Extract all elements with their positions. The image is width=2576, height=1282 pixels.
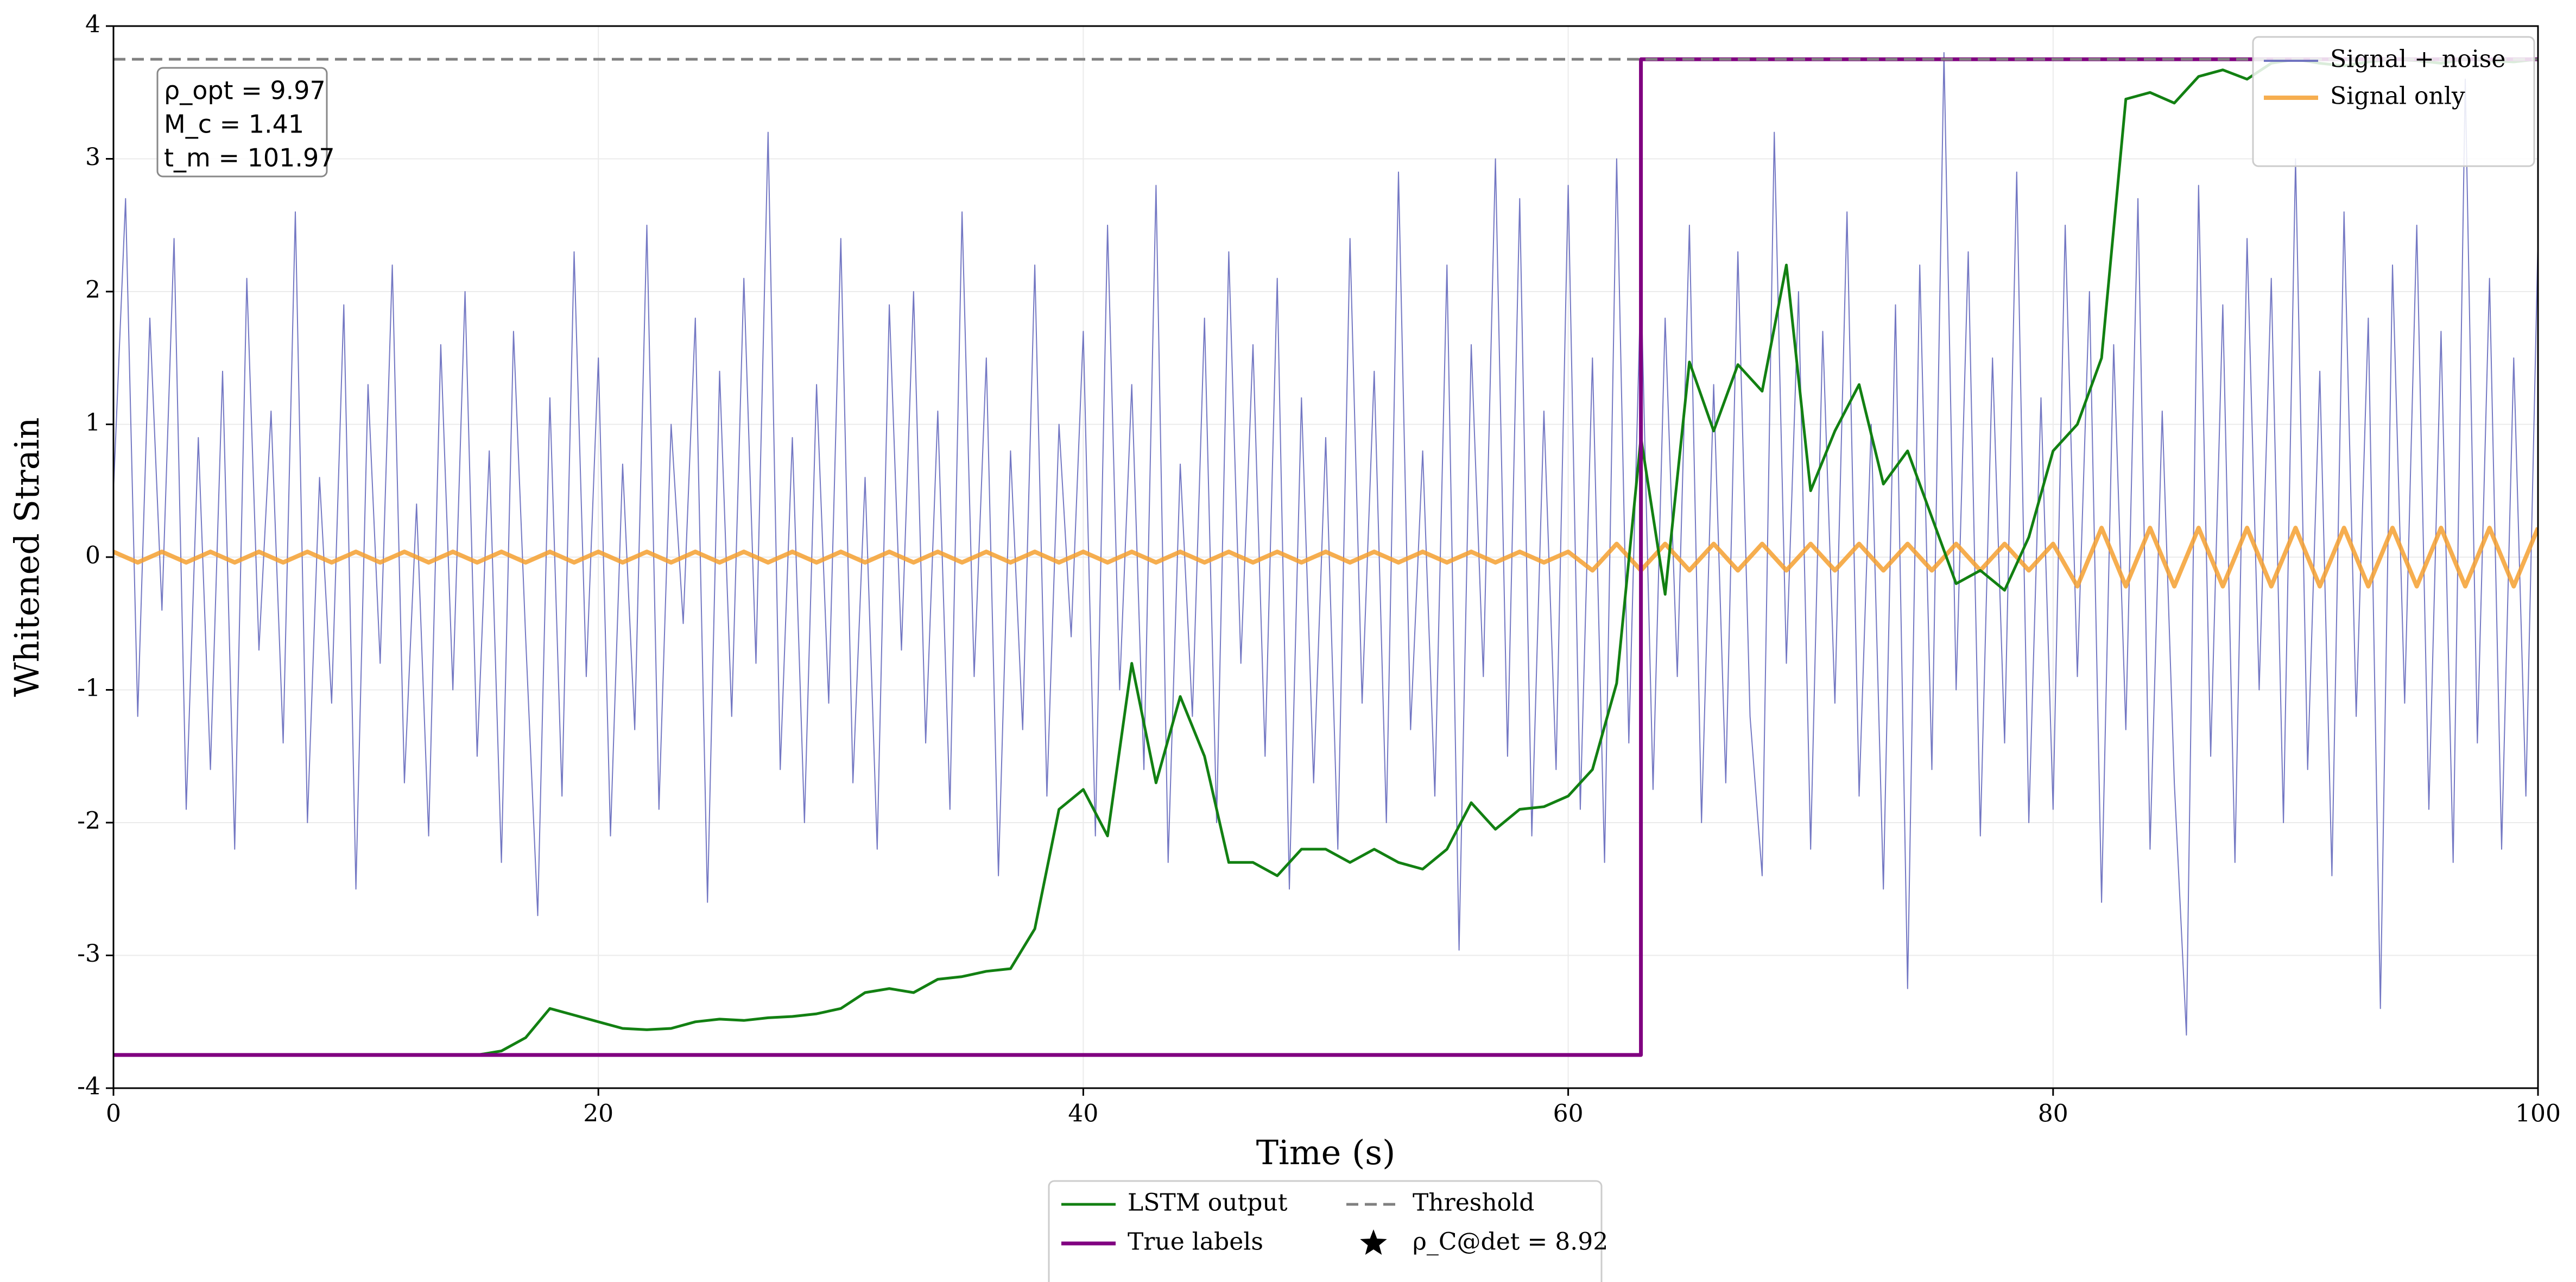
y-tick-label: 2 [85,276,100,304]
legend-label: Signal only [2330,83,2465,110]
y-tick-label: -4 [77,1073,100,1101]
x-tick-label: 80 [2038,1100,2068,1128]
x-tick-label: 60 [1553,1100,1584,1128]
x-tick-label: 0 [106,1100,121,1128]
legend-label: Signal + noise [2330,46,2505,73]
annotation: ρ_opt = 9.97 [164,76,326,105]
legend-label: Threshold [1413,1189,1534,1217]
legend-label: LSTM output [1128,1189,1288,1217]
legend-label: ρ_C@det = 8.92 [1413,1228,1608,1256]
plot-frame [112,25,2539,1089]
series-line [113,526,2538,589]
annotation-box [156,67,328,178]
x-axis-label: Time (s) [1256,1133,1396,1172]
series-line [113,58,2538,1057]
series-line [113,52,2538,1036]
x-tick-label: 100 [2515,1100,2561,1128]
y-tick-label: 1 [85,409,100,437]
annotation: t_m = 101.97 [164,143,335,173]
y-tick-label: -3 [77,940,100,968]
y-tick-label: 0 [85,542,100,570]
y-tick-label: -2 [77,807,100,835]
legend-label: True labels [1128,1228,1263,1256]
legend-marker [1360,1229,1387,1255]
x-tick-label: 20 [583,1100,613,1128]
y-tick-label: -1 [77,674,100,702]
legend-box [2252,36,2535,167]
annotation: M_c = 1.41 [164,110,304,139]
legend-box [1048,1180,1603,1282]
y-tick-label: 3 [85,143,100,171]
y-tick-label: 4 [85,11,100,39]
x-tick-label: 40 [1068,1100,1098,1128]
y-axis-label: Whitened Strain [7,418,47,697]
